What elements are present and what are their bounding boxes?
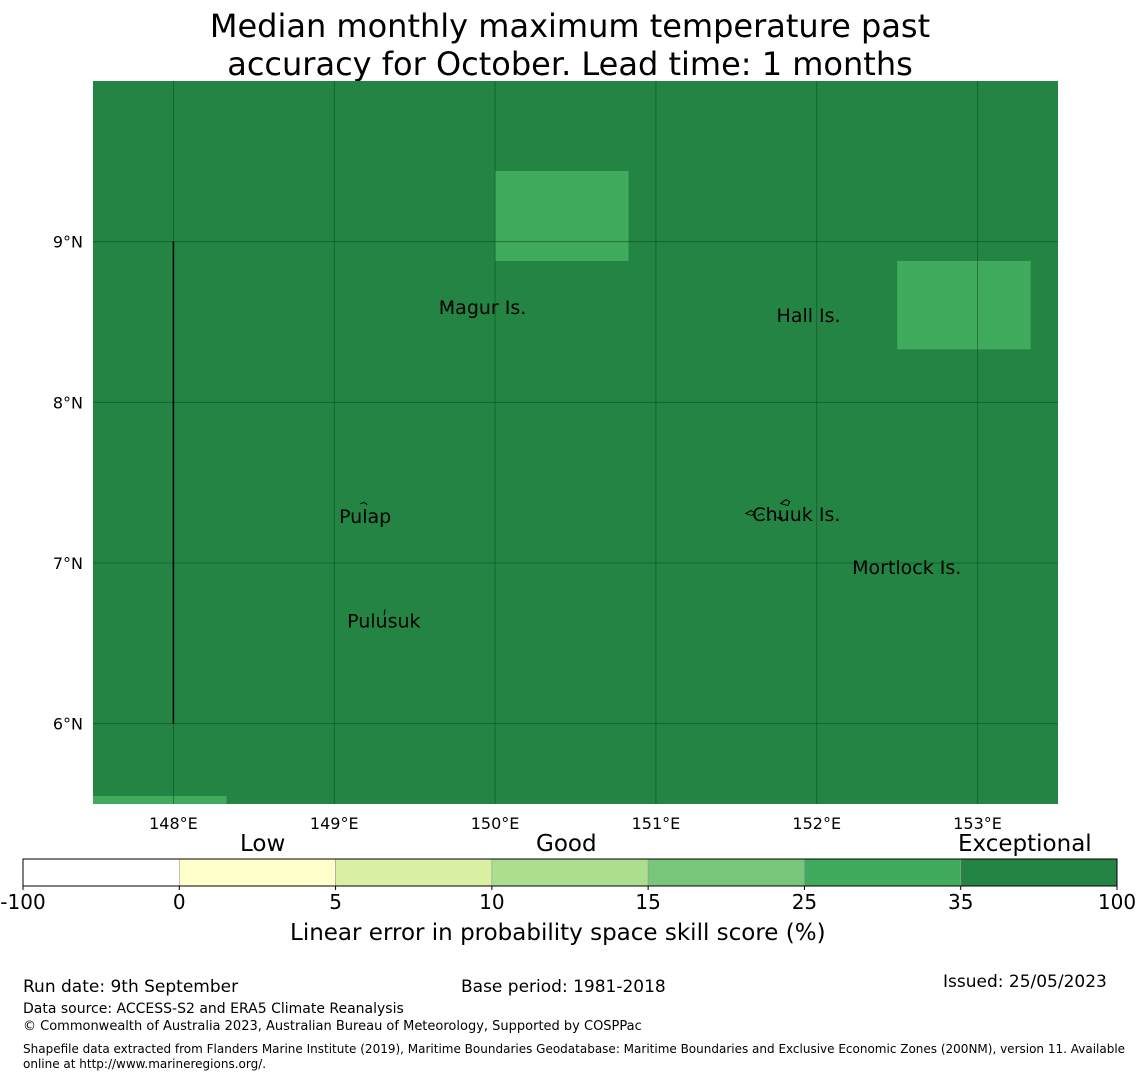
skill-cell xyxy=(93,795,227,804)
lon-tick-label: 149°E xyxy=(310,814,359,833)
place-label: Hall Is. xyxy=(777,305,841,327)
legend-swatch xyxy=(178,858,336,887)
chuuk-island-outline xyxy=(776,517,783,522)
island-outline xyxy=(360,502,368,505)
issued-date: Issued: 25/05/2023 xyxy=(943,972,1107,992)
legend-tick-label: -100 xyxy=(0,890,45,914)
chuuk-island-outline xyxy=(779,498,791,507)
run-date: Run date: 9th September xyxy=(23,977,239,997)
legend-swatch xyxy=(491,858,649,887)
place-label: Mortlock Is. xyxy=(852,557,961,579)
chuuk-island-outline xyxy=(757,512,765,517)
legend-tick-label: 10 xyxy=(479,890,504,914)
lat-tick-label: 6°N xyxy=(53,715,83,734)
legend-swatch xyxy=(647,858,805,887)
copyright: © Commonwealth of Australia 2023, Austra… xyxy=(23,1019,642,1034)
lon-tick-label: 150°E xyxy=(471,814,520,833)
place-label: Pulusuk xyxy=(347,610,420,632)
legend-tick-label: 0 xyxy=(173,890,186,914)
lat-tick-label: 8°N xyxy=(53,393,83,412)
skill-cell xyxy=(495,170,629,261)
chart-title-line2: accuracy for October. Lead time: 1 month… xyxy=(227,45,913,83)
lon-tick-label: 148°E xyxy=(149,814,198,833)
skill-cell xyxy=(897,260,1031,350)
lon-tick-label: 152°E xyxy=(792,814,841,833)
legend-category-good: Good xyxy=(536,831,597,857)
place-label: Magur Is. xyxy=(439,297,527,319)
island-outline xyxy=(383,609,386,616)
legend-swatch xyxy=(804,858,962,887)
legend-tick-label: 15 xyxy=(635,890,660,914)
legend-tick-label: 5 xyxy=(329,890,342,914)
island-outline xyxy=(447,302,452,309)
lat-tick-label: 7°N xyxy=(53,554,83,573)
lat-tick-label: 9°N xyxy=(53,233,83,252)
place-label: Chuuk Is. xyxy=(752,504,840,526)
legend-swatch xyxy=(960,858,1118,887)
legend-axis-title: Linear error in probability space skill … xyxy=(290,920,826,946)
base-period: Base period: 1981-2018 xyxy=(461,977,666,997)
legend-tick-label: 100 xyxy=(1098,890,1136,914)
chart-title-line1: Median monthly maximum temperature past xyxy=(209,7,931,45)
legend-frame xyxy=(22,858,1118,887)
lon-tick-label: 151°E xyxy=(632,814,681,833)
chuuk-island-outline xyxy=(744,509,756,517)
legend-category-exceptional: Exceptional xyxy=(958,831,1092,857)
legend-category-low: Low xyxy=(240,831,286,857)
legend-swatch xyxy=(335,858,493,887)
lon-tick-label: 153°E xyxy=(953,814,1002,833)
data-source: Data source: ACCESS-S2 and ERA5 Climate … xyxy=(23,1001,404,1017)
shapefile-credit: Shapefile data extracted from Flanders M… xyxy=(23,1042,1126,1071)
legend-swatch xyxy=(22,858,180,887)
legend-tick-label: 25 xyxy=(792,890,817,914)
legend-tick-label: 35 xyxy=(948,890,973,914)
chuuk-island-outline xyxy=(767,518,771,521)
place-label: Pulap xyxy=(339,506,391,528)
